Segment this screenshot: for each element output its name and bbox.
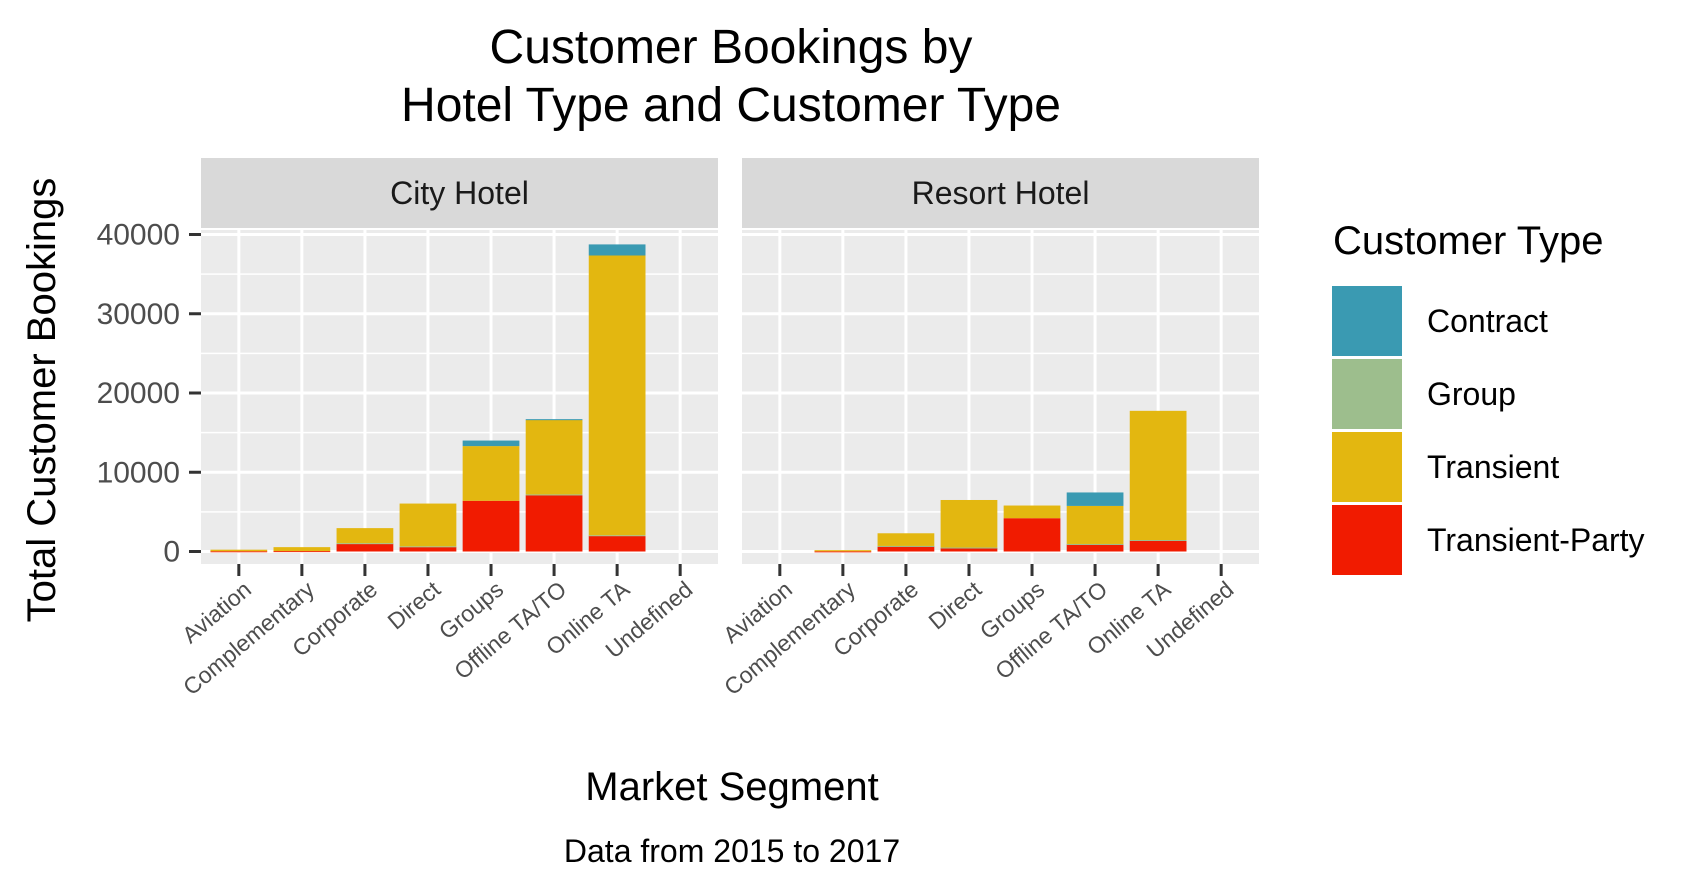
bar-segment-transient-party <box>273 551 331 553</box>
bar-segment-transient-party <box>1066 544 1124 552</box>
y-axis-title: Total Customer Bookings <box>20 178 64 623</box>
bar-segment-transient <box>814 550 872 552</box>
facet-strip <box>201 158 718 228</box>
bar-segment-group <box>877 545 935 547</box>
x-axis-title: Market Segment <box>585 765 878 809</box>
legend: Customer Type Contract Group Transient Tran… <box>1332 219 1645 575</box>
legend-key-transient <box>1332 432 1402 502</box>
bar-segment-transient <box>940 499 998 548</box>
legend-label: Contract <box>1427 303 1548 339</box>
legend-items: Contract Group Transient Transient-Party <box>1332 286 1645 575</box>
facet-strip <box>742 158 1259 228</box>
bar-segment-transient-party <box>814 551 872 553</box>
legend-key-group <box>1332 359 1402 429</box>
bar-segment-transient-party <box>940 547 998 552</box>
bar-segment-group <box>336 543 394 545</box>
bar-segment-transient <box>525 419 583 495</box>
bar-segment-transient <box>1003 505 1061 519</box>
facet-strip-label: City Hotel <box>390 175 529 211</box>
y-tick-label: 10000 <box>97 456 180 489</box>
chart-title-line-2: Hotel Type and Customer Type <box>401 79 1061 132</box>
bar-segment-group <box>399 546 457 548</box>
y-axis: 0 10000 20000 30000 40000 <box>97 219 201 569</box>
facet-panel: City HotelAviationComplementaryCorporate… <box>177 158 718 700</box>
bar-segment-transient-party <box>588 535 646 552</box>
bar-segment-transient-party <box>525 495 583 552</box>
bar-segment-transient-party <box>877 546 935 552</box>
legend-title: Customer Type <box>1333 219 1604 263</box>
facet-panels: City HotelAviationComplementaryCorporate… <box>177 158 1259 700</box>
y-tick-label: 0 <box>163 536 180 569</box>
bar-segment-group <box>940 547 998 549</box>
legend-label: Group <box>1427 376 1516 412</box>
bar-segment-transient <box>877 533 935 546</box>
facet-strip-label: Resort Hotel <box>912 175 1090 211</box>
bar-segment-transient <box>462 446 520 501</box>
bar-segment-transient <box>1129 410 1187 541</box>
bar-segment-group <box>588 535 646 537</box>
bar-segment-group <box>1129 540 1187 542</box>
bar-segment-contract <box>462 440 520 447</box>
y-tick-label: 30000 <box>97 298 180 331</box>
legend-key-transient-party <box>1332 505 1402 575</box>
legend-key-contract <box>1332 286 1402 356</box>
bar-segment-transient-party <box>1003 518 1061 552</box>
bar-segment-transient <box>588 255 646 536</box>
bar-segment-transient <box>273 547 331 552</box>
bar-segment-transient-party <box>336 543 394 552</box>
bar-segment-group <box>1066 543 1124 545</box>
bar-segment-transient-party <box>399 546 457 552</box>
chart-title-line-1: Customer Bookings by <box>490 21 973 74</box>
bar-segment-transient <box>399 503 457 547</box>
bar-segment-contract <box>525 419 583 421</box>
legend-label: Transient <box>1427 449 1559 485</box>
y-tick-label: 40000 <box>97 219 180 252</box>
bar-segment-transient-party <box>1129 540 1187 552</box>
bar-segment-transient-party <box>210 551 268 553</box>
y-tick-label: 20000 <box>97 377 180 410</box>
bar-segment-transient <box>336 528 394 544</box>
bar-segment-contract <box>588 244 646 256</box>
legend-label: Transient-Party <box>1427 522 1645 558</box>
bar-segment-transient-party <box>462 500 520 552</box>
bar-segment-contract <box>1066 492 1124 506</box>
bar-segment-group <box>525 494 583 496</box>
facet-panel: Resort HotelAviationComplementaryCorpora… <box>718 158 1259 700</box>
bar-segment-transient <box>210 549 268 552</box>
bar-segment-transient <box>1066 505 1124 544</box>
chart-caption: Data from 2015 to 2017 <box>564 833 900 869</box>
